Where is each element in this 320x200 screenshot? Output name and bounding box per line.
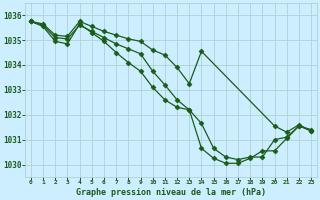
X-axis label: Graphe pression niveau de la mer (hPa): Graphe pression niveau de la mer (hPa): [76, 188, 266, 197]
